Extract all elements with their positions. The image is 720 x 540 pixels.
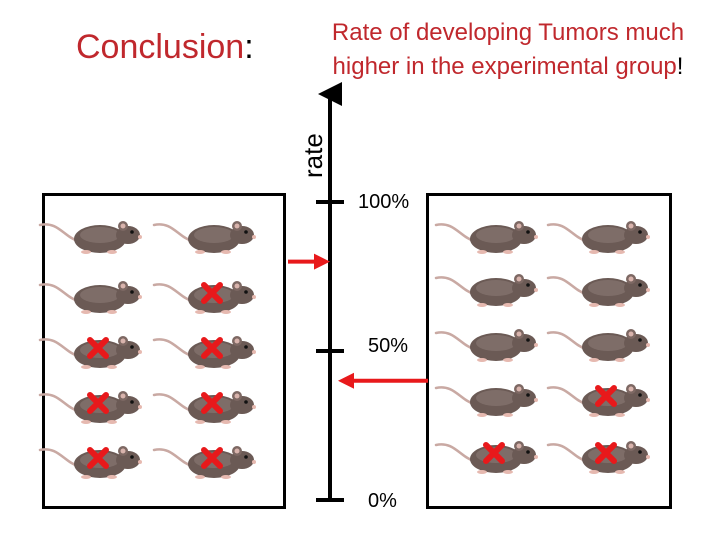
mouse-icon xyxy=(38,446,142,479)
mouse-icon xyxy=(434,274,538,307)
tumor-x-icon xyxy=(201,337,223,359)
experimental-group-mice xyxy=(434,221,650,474)
mouse-icon xyxy=(38,281,142,314)
conclusion-title: Conclusion: xyxy=(76,28,254,67)
tumor-x-icon xyxy=(595,385,617,407)
group-rate-arrows xyxy=(288,253,428,389)
tumor-x-icon xyxy=(87,392,109,414)
mouse-icon xyxy=(434,221,538,254)
tick-label-50: 50% xyxy=(368,335,409,357)
experimental-arrow xyxy=(338,372,428,389)
tumor-x-icon xyxy=(201,447,223,469)
headline-line-1: Rate of developing Tumors much xyxy=(331,19,685,46)
tumor-x-icon xyxy=(201,392,223,414)
control-arrow xyxy=(288,253,330,270)
headline-line-2: higher in the experimental group! xyxy=(308,50,708,84)
headline-line-2-main: higher in the experimental group xyxy=(332,53,677,80)
mouse-icon xyxy=(546,221,650,254)
headline: Rate of developing Tumors much higher in… xyxy=(308,16,708,84)
mouse-icon xyxy=(38,221,142,254)
mouse-icon xyxy=(434,384,538,417)
tick-label-100: 100% xyxy=(358,191,410,213)
mouse-icon xyxy=(434,329,538,362)
mouse-icon xyxy=(546,329,650,362)
control-group-mice xyxy=(38,221,256,479)
tick-label-0: 0% xyxy=(368,490,397,512)
tumor-x-icon xyxy=(87,337,109,359)
conclusion-word: Conclusion xyxy=(76,28,245,66)
rate-axis xyxy=(316,82,344,502)
tumor-x-icon xyxy=(87,447,109,469)
tumor-x-icon xyxy=(201,282,223,304)
mouse-icon xyxy=(546,274,650,307)
tumor-x-icon xyxy=(595,442,617,464)
conclusion-colon: : xyxy=(244,28,254,66)
headline-exclamation: ! xyxy=(676,53,684,80)
mouse-icon xyxy=(152,221,256,254)
tumor-x-icon xyxy=(483,442,505,464)
